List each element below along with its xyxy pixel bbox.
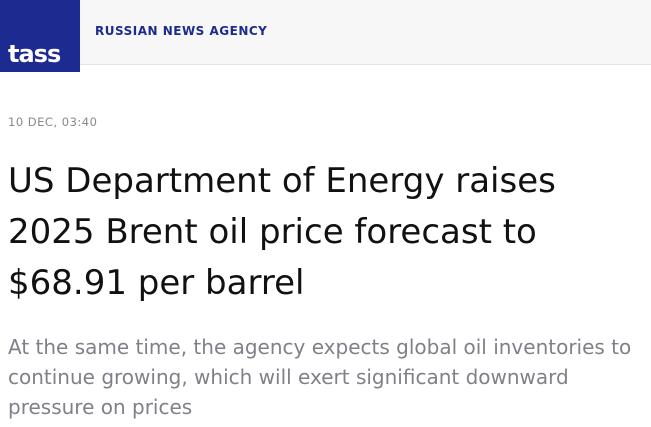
logo-text[interactable]: TASS [8,40,61,68]
agency-name: RUSSIAN NEWS AGENCY [95,24,268,38]
header: RUSSIAN NEWS AGENCY [0,0,651,65]
logo[interactable]: TASS [0,0,80,72]
headline: US Department of Energy raises 2025 Bren… [8,161,556,303]
lead: At the same time, the agency expects glo… [8,335,632,419]
date: 10 DEC, 03:40 [8,115,98,129]
